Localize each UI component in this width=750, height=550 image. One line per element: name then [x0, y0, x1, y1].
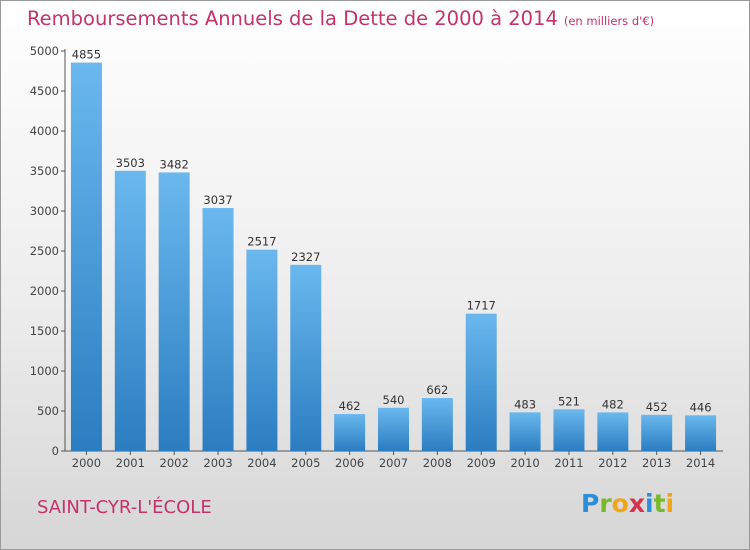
y-tick-label: 3000: [30, 204, 59, 218]
y-tick-label: 1500: [30, 324, 59, 338]
bar-value-label: 662: [426, 383, 448, 397]
bar: [202, 208, 234, 451]
bar: [421, 398, 453, 451]
bar: [246, 249, 278, 451]
bar: [685, 415, 717, 451]
x-tick-label: 2014: [686, 456, 715, 470]
logo-letter: P: [581, 489, 600, 518]
bar-value-label: 482: [602, 397, 624, 411]
x-tick-label: 2007: [379, 456, 408, 470]
bar: [553, 409, 585, 451]
bar: [70, 62, 102, 451]
y-tick-label: 4500: [30, 84, 59, 98]
x-tick-label: 2010: [510, 456, 539, 470]
bar-value-label: 1717: [467, 299, 496, 313]
x-tick-label: 2003: [203, 456, 232, 470]
bar-value-label: 3482: [160, 157, 189, 171]
bar: [114, 170, 146, 451]
y-tick-label: 4000: [30, 124, 59, 138]
x-tick-label: 2002: [160, 456, 189, 470]
logo-letter: x: [628, 489, 645, 518]
bar-value-label: 4855: [72, 48, 101, 62]
x-tick-label: 2009: [467, 456, 496, 470]
chart-title-text: Remboursements Annuels de la Dette de 20…: [27, 7, 558, 30]
x-tick-label: 2000: [72, 456, 101, 470]
bar-value-label: 2517: [247, 235, 276, 249]
chart-title: Remboursements Annuels de la Dette de 20…: [27, 7, 654, 30]
proxiti-logo: Proxiti: [581, 489, 674, 518]
bar-value-label: 452: [646, 400, 668, 414]
bar: [465, 313, 497, 451]
bar: [290, 264, 322, 451]
bar-value-label: 3503: [116, 156, 145, 170]
x-tick-label: 2011: [554, 456, 583, 470]
bar: [641, 414, 673, 451]
y-tick-label: 1000: [30, 364, 59, 378]
y-tick-label: 500: [37, 404, 59, 418]
bar: [158, 172, 190, 451]
place-name: SAINT-CYR-L'ÉCOLE: [37, 497, 212, 518]
y-tick-label: 0: [52, 444, 59, 458]
bar: [334, 414, 366, 451]
y-tick-label: 2500: [30, 244, 59, 258]
bar-value-label: 521: [558, 394, 580, 408]
y-tick-label: 2000: [30, 284, 59, 298]
x-tick-label: 2006: [335, 456, 364, 470]
x-tick-label: 2005: [291, 456, 320, 470]
logo-letter: i: [665, 489, 675, 518]
bar-value-label: 3037: [203, 193, 232, 207]
logo-letter: o: [611, 489, 629, 518]
y-tick-label: 3500: [30, 164, 59, 178]
logo-letter: t: [653, 489, 666, 518]
logo-letter: i: [645, 489, 654, 518]
y-tick-label: 5000: [30, 44, 59, 58]
bar-value-label: 540: [383, 393, 405, 407]
x-tick-label: 2013: [642, 456, 671, 470]
bar: [509, 412, 541, 451]
bar-value-label: 483: [514, 397, 536, 411]
x-tick-label: 2004: [247, 456, 276, 470]
bar-value-label: 2327: [291, 250, 320, 264]
x-tick-label: 2012: [598, 456, 627, 470]
bar-value-label: 462: [339, 399, 361, 413]
x-tick-label: 2008: [423, 456, 452, 470]
bar: [597, 412, 629, 451]
x-tick-label: 2001: [116, 456, 145, 470]
bar: [378, 407, 409, 451]
logo-letter: r: [599, 489, 612, 518]
chart-unit-note: (en milliers d'€): [563, 14, 655, 28]
bar-value-label: 446: [690, 400, 712, 414]
